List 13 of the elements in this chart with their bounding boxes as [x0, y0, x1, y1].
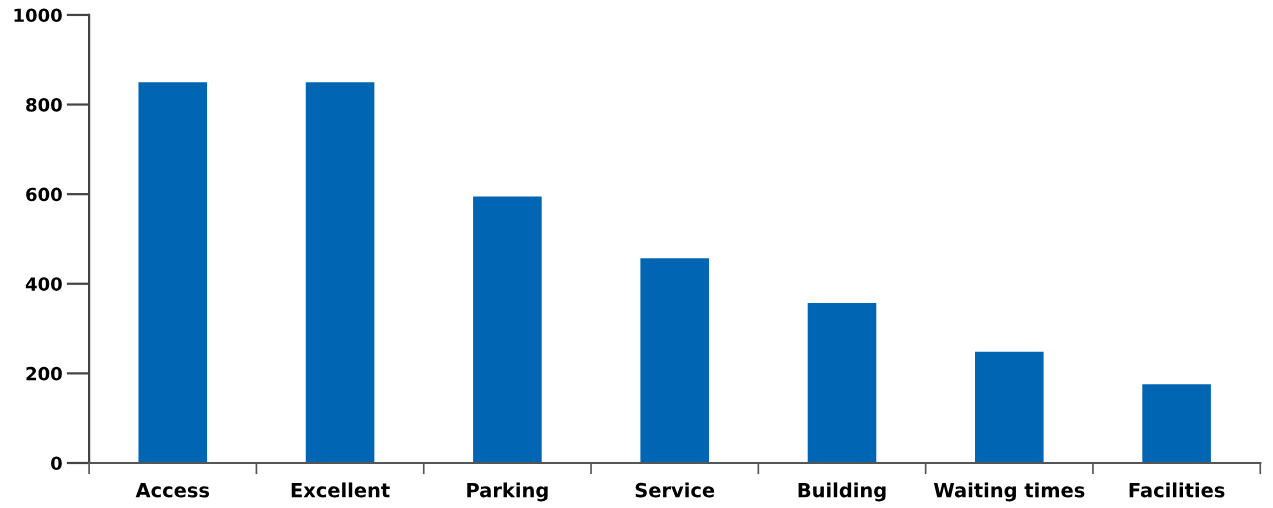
- x-tick-label: Facilities: [1129, 482, 1225, 498]
- x-tick-label: Waiting times: [933, 482, 1085, 502]
- y-tick-label: 800: [26, 98, 62, 112]
- x-tick-label: Building: [798, 482, 886, 502]
- x-tick-label: Service: [635, 482, 715, 498]
- x-tick-label: Access: [135, 483, 210, 498]
- y-tick-label: 400: [25, 277, 62, 291]
- y-tick-label: 200: [26, 366, 62, 381]
- y-tick-label: 0: [51, 456, 62, 471]
- x-tick-label: Excellent: [291, 482, 390, 498]
- y-tick-label: 600: [26, 187, 62, 202]
- x-tick-label: Parking: [467, 482, 548, 502]
- y-tick-label: 1000: [14, 8, 62, 23]
